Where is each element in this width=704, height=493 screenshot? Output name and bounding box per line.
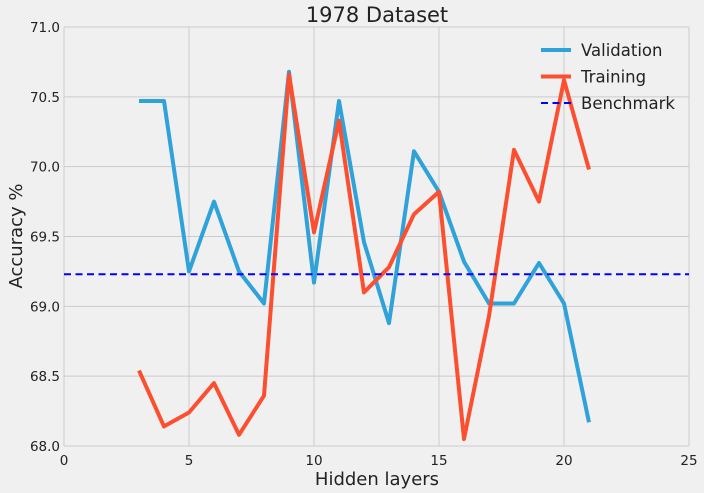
legend: Validation Training Benchmark <box>541 41 675 113</box>
y-tick-label: 68.5 <box>30 369 60 385</box>
x-tick-label: 10 <box>305 453 322 469</box>
legend-benchmark-label: Benchmark <box>581 94 675 113</box>
y-tick-label: 69.5 <box>30 230 60 246</box>
grid <box>63 26 690 447</box>
series-training-line <box>137 72 591 441</box>
y-tick-label: 69.0 <box>30 299 60 315</box>
x-tick-label: 5 <box>185 453 194 469</box>
legend-validation-label: Validation <box>581 41 662 60</box>
y-tick-label: 68.0 <box>30 439 60 455</box>
y-axis-label: Accuracy % <box>6 183 27 288</box>
y-tick-label: 70.0 <box>30 160 60 176</box>
legend-training-label: Training <box>580 68 646 87</box>
x-axis-label: Hidden layers <box>315 469 439 490</box>
y-tick-labels: 68.0 68.5 69.0 69.5 70.0 70.5 71.0 <box>30 20 60 455</box>
y-tick-label: 70.5 <box>30 90 60 106</box>
chart-title: 1978 Dataset <box>306 3 448 27</box>
x-tick-label: 20 <box>555 453 572 469</box>
x-tick-label: 15 <box>430 453 447 469</box>
series-validation-line <box>139 69 591 423</box>
x-tick-label: 0 <box>60 453 69 469</box>
x-tick-label: 25 <box>680 453 697 469</box>
x-tick-labels: 0 5 10 15 20 25 <box>60 453 698 469</box>
y-tick-label: 71.0 <box>30 20 60 36</box>
series-lines <box>64 69 689 441</box>
